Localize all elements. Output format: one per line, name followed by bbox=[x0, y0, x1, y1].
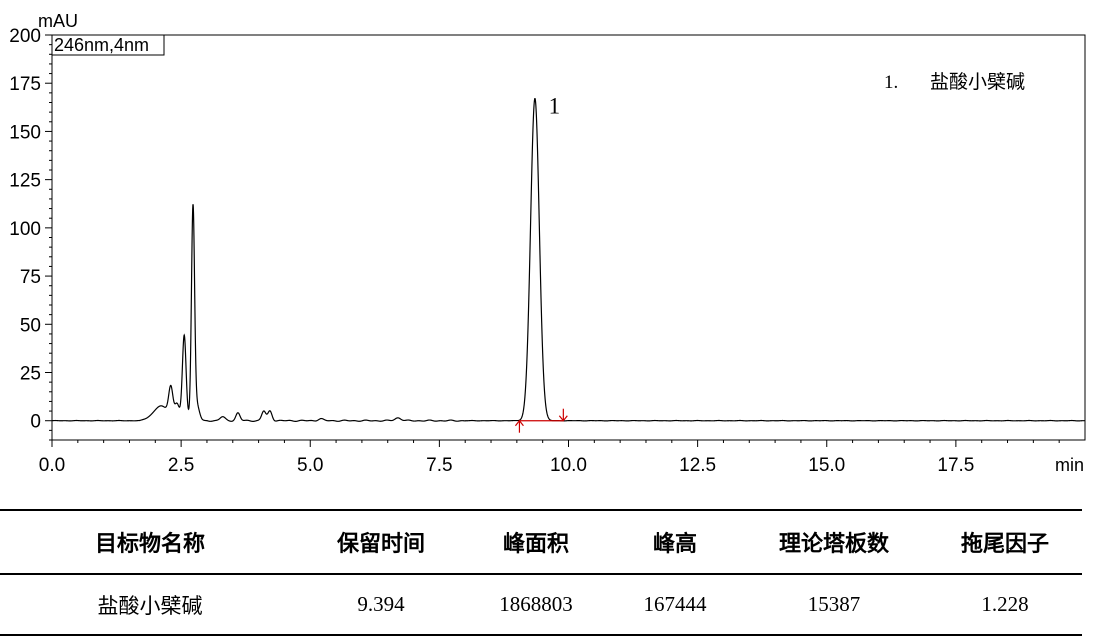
cell-peak-height: 167444 bbox=[610, 574, 740, 636]
table-row: 盐酸小檗碱 9.394 1868803 167444 15387 1.228 bbox=[0, 574, 1082, 636]
cell-peak-area: 1868803 bbox=[462, 574, 610, 636]
header-peak-height: 峰高 bbox=[610, 509, 740, 575]
x-tick-label: 7.5 bbox=[426, 455, 452, 476]
x-tick-label: 17.5 bbox=[937, 455, 974, 476]
baseline-end-arrow bbox=[558, 415, 568, 422]
signal-trace bbox=[51, 97, 1086, 422]
y-axis-unit: mAU bbox=[38, 11, 78, 31]
cell-tailing-factor: 1.228 bbox=[928, 574, 1082, 636]
channel-label: 246nm,4nm bbox=[54, 35, 149, 55]
chromatogram-chart: 0 25 50 75 100 125 150 175 200 0.0 2.5 5.0 7.5 10.0 12… bbox=[9, 11, 1086, 476]
x-tick-label: 0.0 bbox=[39, 455, 65, 476]
channel-label-box bbox=[51, 34, 165, 56]
cell-target-name: 盐酸小檗碱 bbox=[0, 574, 300, 636]
y-tick-label: 200 bbox=[9, 26, 41, 47]
x-axis-unit: min bbox=[1055, 455, 1084, 475]
y-tick-label: 125 bbox=[9, 171, 41, 192]
cell-theoretical-plates: 15387 bbox=[740, 574, 928, 636]
x-tick-label: 15.0 bbox=[808, 455, 845, 476]
header-tailing-factor: 拖尾因子 bbox=[928, 509, 1082, 575]
legend-number: 1. bbox=[884, 72, 898, 93]
x-tick-label: 5.0 bbox=[297, 455, 323, 476]
y-tick-label: 150 bbox=[9, 122, 41, 143]
result-table: 目标物名称 保留时间 峰面积 峰高 理论塔板数 拖尾因子 盐酸小檗碱 9.394… bbox=[0, 509, 1082, 636]
x-tick-label: 2.5 bbox=[168, 455, 194, 476]
legend-name: 盐酸小檗碱 bbox=[930, 71, 1025, 93]
plot-frame bbox=[51, 34, 1086, 441]
x-tick-label: 12.5 bbox=[679, 455, 716, 476]
header-peak-area: 峰面积 bbox=[462, 509, 610, 575]
y-tick-label: 75 bbox=[20, 267, 41, 288]
table-header-row: 目标物名称 保留时间 峰面积 峰高 理论塔板数 拖尾因子 bbox=[0, 509, 1082, 575]
header-target-name: 目标物名称 bbox=[0, 509, 300, 575]
y-tick-label: 100 bbox=[9, 219, 41, 240]
peak-label: 1 bbox=[549, 93, 561, 118]
y-tick-label: 50 bbox=[20, 315, 41, 336]
y-tick-label: 175 bbox=[9, 74, 41, 95]
y-tick-label: 0 bbox=[30, 412, 41, 433]
cell-retention-time: 9.394 bbox=[300, 574, 462, 636]
header-retention-time: 保留时间 bbox=[300, 509, 462, 575]
x-tick-label: 10.0 bbox=[550, 455, 587, 476]
baseline-start-arrow bbox=[514, 419, 524, 427]
y-tick-label: 25 bbox=[20, 364, 41, 385]
header-theoretical-plates: 理论塔板数 bbox=[740, 509, 928, 575]
